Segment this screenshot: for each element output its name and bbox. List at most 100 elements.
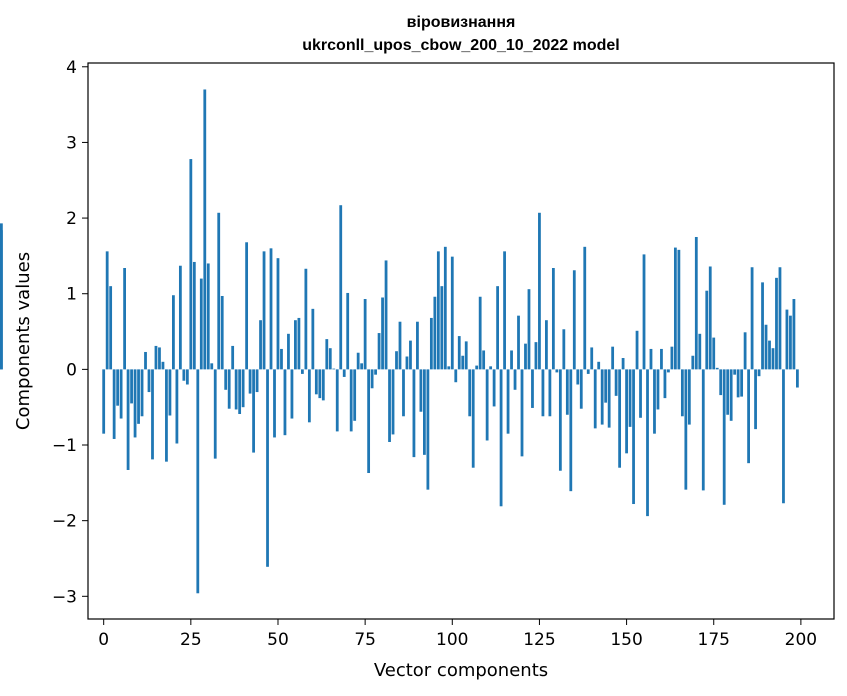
bar bbox=[510, 350, 513, 370]
bar bbox=[729, 369, 733, 421]
y-tick-label: 0 bbox=[66, 360, 77, 380]
bar bbox=[440, 286, 444, 370]
bar bbox=[165, 369, 168, 462]
bar bbox=[294, 320, 297, 370]
bar bbox=[653, 369, 656, 434]
bar bbox=[475, 365, 479, 370]
bar bbox=[635, 330, 639, 370]
bar bbox=[356, 352, 360, 370]
bar bbox=[245, 242, 249, 370]
bar bbox=[586, 369, 590, 374]
bar bbox=[105, 251, 109, 370]
bar bbox=[450, 256, 454, 370]
bar bbox=[192, 261, 196, 370]
bar bbox=[412, 369, 416, 458]
bar bbox=[203, 89, 207, 370]
bar bbox=[531, 369, 534, 408]
bar bbox=[168, 369, 172, 416]
y-tick-label: −2 bbox=[52, 512, 77, 532]
bar bbox=[520, 369, 524, 457]
bar bbox=[660, 348, 663, 370]
bar bbox=[436, 251, 440, 370]
bar bbox=[419, 369, 423, 412]
bar bbox=[447, 366, 451, 370]
bar bbox=[506, 369, 510, 434]
bar bbox=[342, 369, 346, 377]
bar bbox=[318, 369, 322, 399]
bar bbox=[569, 369, 573, 492]
bar bbox=[701, 369, 705, 491]
bar bbox=[287, 333, 290, 370]
bar bbox=[339, 205, 343, 370]
bar bbox=[402, 369, 405, 417]
bar bbox=[667, 369, 670, 373]
bar bbox=[255, 369, 259, 393]
bar bbox=[471, 369, 475, 468]
bar bbox=[346, 292, 350, 370]
bar bbox=[206, 263, 210, 370]
bar bbox=[353, 369, 357, 421]
bar bbox=[499, 369, 503, 507]
bar bbox=[555, 369, 559, 373]
bar bbox=[119, 369, 123, 419]
bar bbox=[290, 369, 294, 419]
bar bbox=[485, 369, 489, 441]
bar bbox=[220, 295, 224, 370]
bar bbox=[527, 289, 531, 370]
bar bbox=[726, 369, 730, 415]
bar bbox=[123, 268, 126, 370]
y-tick-label: −3 bbox=[52, 587, 77, 607]
bar bbox=[325, 339, 329, 370]
bar bbox=[144, 351, 147, 370]
bar bbox=[151, 369, 154, 460]
bar bbox=[646, 369, 649, 517]
plot-frame bbox=[87, 62, 835, 620]
bar bbox=[733, 369, 737, 375]
bar bbox=[311, 308, 315, 370]
bar bbox=[189, 159, 193, 370]
bar bbox=[0, 230, 3, 370]
bar bbox=[398, 321, 402, 370]
bar bbox=[782, 369, 785, 504]
bar bbox=[583, 246, 587, 370]
bar bbox=[534, 342, 538, 370]
bar bbox=[694, 236, 698, 370]
y-tick-label: 2 bbox=[66, 209, 77, 229]
bar bbox=[335, 369, 339, 432]
bar bbox=[517, 315, 520, 370]
bar bbox=[538, 212, 541, 370]
bar bbox=[722, 369, 726, 505]
bar bbox=[426, 369, 430, 490]
bar bbox=[604, 369, 608, 403]
bar bbox=[761, 282, 764, 370]
bar bbox=[210, 363, 214, 370]
bar bbox=[593, 369, 597, 429]
bar bbox=[747, 369, 750, 464]
bar bbox=[457, 336, 461, 370]
bar bbox=[377, 333, 381, 370]
bar bbox=[680, 369, 684, 417]
bar bbox=[109, 286, 113, 370]
bar bbox=[663, 369, 667, 399]
bar bbox=[172, 295, 175, 370]
bar bbox=[482, 350, 486, 370]
bar bbox=[548, 369, 552, 417]
bar bbox=[137, 369, 140, 424]
bar bbox=[778, 267, 782, 370]
bar bbox=[213, 369, 217, 459]
bar bbox=[112, 369, 116, 439]
bar bbox=[489, 366, 493, 370]
bar bbox=[349, 369, 353, 432]
bar bbox=[224, 369, 228, 390]
bar bbox=[266, 369, 269, 567]
bar bbox=[154, 345, 158, 370]
x-tick-label: 200 bbox=[785, 630, 817, 650]
bar bbox=[199, 278, 203, 370]
bar bbox=[231, 345, 235, 370]
bar bbox=[468, 369, 472, 417]
bar bbox=[307, 369, 311, 423]
bar bbox=[649, 348, 653, 370]
bar bbox=[234, 369, 238, 410]
bar bbox=[757, 369, 761, 377]
bar bbox=[764, 324, 768, 370]
